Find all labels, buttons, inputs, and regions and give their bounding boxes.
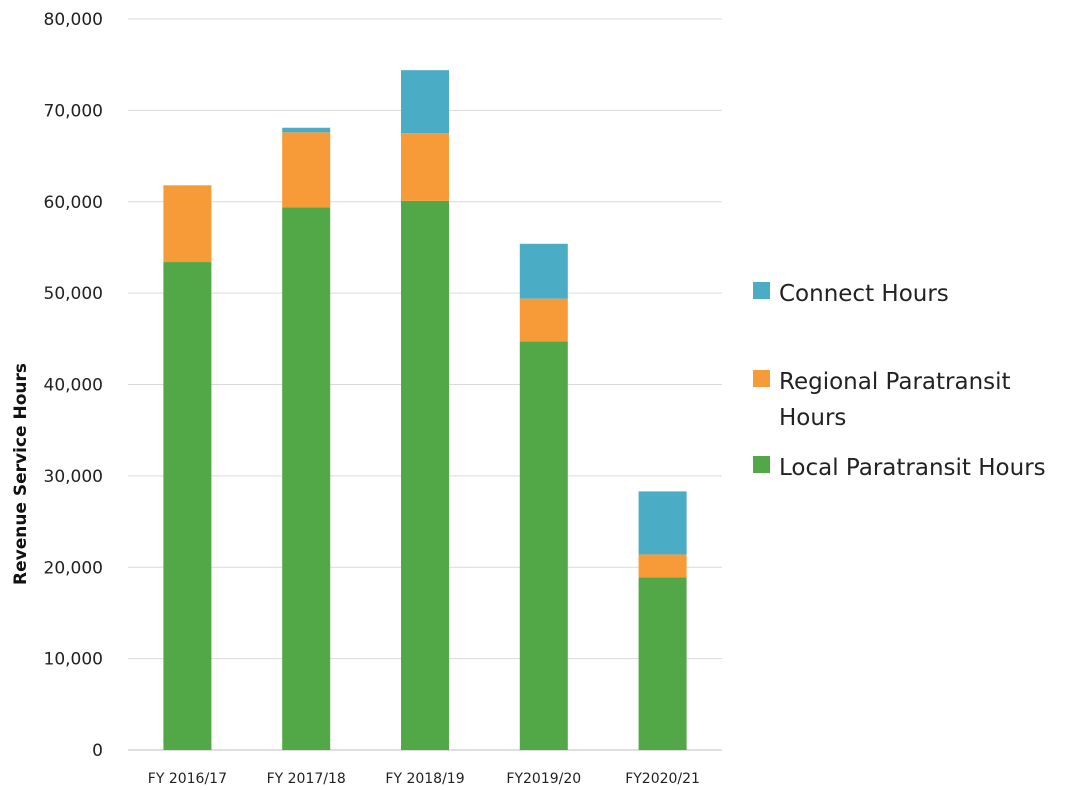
bar-segment	[519, 243, 568, 299]
bar-segment	[282, 207, 331, 751]
x-tick-label: FY 2016/17	[148, 771, 227, 787]
bar-segment	[401, 133, 449, 201]
bar-segment	[519, 341, 568, 750]
y-tick-label: 10,000	[44, 650, 103, 670]
y-tick-label: 70,000	[44, 101, 103, 121]
y-tick-label: 20,000	[44, 558, 103, 578]
x-tick-label: FY2019/20	[506, 771, 581, 787]
legend-swatch	[753, 282, 770, 299]
bar-segment	[638, 577, 687, 750]
legend-label: Hours	[779, 405, 846, 431]
y-axis-label: Revenue Service Hours	[11, 363, 31, 585]
y-axis-ticks: 0 10,000 20,000 30,000 40,000 50,000 60,000 70,…	[44, 10, 103, 761]
bar-segment	[163, 262, 212, 750]
x-axis-ticks: FY 2016/17 FY 2017/18 FY 2018/19 FY2019/20 F…	[148, 771, 700, 787]
bar-segment	[163, 185, 212, 263]
bar-segment	[638, 554, 687, 578]
bar-segment	[282, 127, 331, 133]
legend-label: Local Paratransit Hours	[779, 455, 1046, 481]
bar-segment	[519, 298, 568, 342]
y-tick-label: 40,000	[44, 376, 103, 396]
y-tick-label: 80,000	[44, 10, 103, 30]
y-tick-label: 60,000	[44, 193, 103, 213]
x-tick-label: FY2020/21	[625, 771, 700, 787]
x-tick-label: FY 2018/19	[385, 771, 464, 787]
bar-segment	[638, 491, 687, 555]
x-tick-label: FY 2017/18	[267, 771, 346, 787]
y-tick-label: 0	[92, 741, 103, 761]
legend-label: Connect Hours	[779, 281, 949, 307]
y-tick-label: 50,000	[44, 284, 103, 304]
legend-swatch	[753, 456, 770, 473]
legend-swatch	[753, 370, 770, 387]
bar-segment	[282, 132, 331, 208]
bars	[163, 70, 687, 751]
y-tick-label: 30,000	[44, 467, 103, 487]
legend-label: Regional Paratransit	[779, 369, 1011, 395]
bar-segment	[401, 70, 449, 134]
bar-segment	[401, 200, 449, 750]
legend: Connect Hours Regional Paratransit Hours Lo…	[753, 281, 1046, 481]
